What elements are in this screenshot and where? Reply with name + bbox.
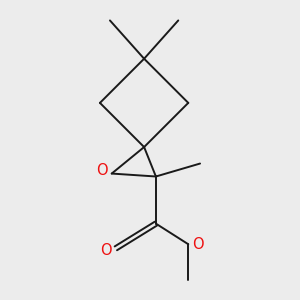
Text: O: O bbox=[100, 243, 112, 258]
Text: O: O bbox=[192, 237, 203, 252]
Text: O: O bbox=[97, 163, 108, 178]
